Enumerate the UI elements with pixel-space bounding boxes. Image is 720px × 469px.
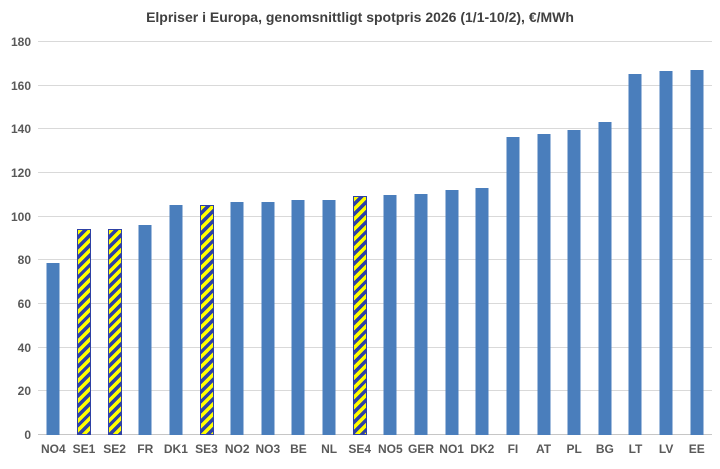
bar-FR <box>138 225 152 435</box>
x-tick-label: FR <box>137 442 154 456</box>
bar-slot: NO4 <box>38 42 69 456</box>
x-tick-label: NO1 <box>439 442 464 456</box>
y-tick-label: 80 <box>17 253 31 268</box>
gridline <box>38 41 712 42</box>
bar-NL <box>322 200 336 435</box>
x-tick-label: FI <box>507 442 519 456</box>
bar-NO3 <box>261 202 275 435</box>
bar-FI <box>506 136 520 435</box>
x-tick-label: GER <box>407 442 435 456</box>
bar-slot: BG <box>590 42 621 456</box>
gridline <box>38 303 712 305</box>
y-tick-label: 0 <box>24 428 31 442</box>
bar-slot: DK2 <box>467 42 498 456</box>
bar-slot: NL <box>314 42 345 456</box>
gridline <box>38 84 712 86</box>
bar-slot: SE3 <box>191 42 222 456</box>
plot-area: NO4 SE1 SE2 FR DK1 SE3 NO2 NO3 BE NL SE4 NO5 GER NO1 D… <box>38 41 712 456</box>
x-tick-label: BE <box>290 442 307 456</box>
y-tick-label: 20 <box>17 384 31 399</box>
bar-EE <box>690 70 704 435</box>
bar-SE4 <box>352 195 367 435</box>
x-tick-label: SE4 <box>348 442 372 456</box>
x-tick-label: NL <box>321 442 338 456</box>
y-tick-label: 100 <box>10 209 31 224</box>
gridline <box>38 172 712 174</box>
bar-NO1 <box>445 190 459 435</box>
x-tick-label: LT <box>628 442 643 456</box>
x-tick-label: AT <box>536 442 552 456</box>
gridline <box>38 346 712 348</box>
x-tick-label: NO2 <box>224 442 250 456</box>
y-tick-label: 120 <box>10 166 31 180</box>
y-tick-label: 180 <box>10 35 31 49</box>
bar-DK1 <box>169 204 183 435</box>
gridline <box>38 128 712 130</box>
bar-SE1 <box>76 228 91 435</box>
y-tick-label: 160 <box>10 78 31 93</box>
bar-AT <box>537 133 551 435</box>
bar-LV <box>659 71 673 435</box>
x-tick-label: SE3 <box>195 442 218 456</box>
y-tick-label: 40 <box>17 340 31 355</box>
bar-slot: NO3 <box>252 42 283 456</box>
bar-NO4 <box>46 262 60 435</box>
bar-slot: NO1 <box>436 42 467 456</box>
gridline <box>38 215 712 217</box>
x-tick-label: LV <box>658 442 674 456</box>
bar-DK2 <box>475 188 489 435</box>
bar-LT <box>628 73 642 435</box>
bar-NO5 <box>383 194 397 435</box>
gridline <box>38 390 712 392</box>
gridline <box>38 259 712 261</box>
bar-NO2 <box>230 202 244 435</box>
y-tick-label: 140 <box>10 122 31 137</box>
bar-slot: LV <box>651 42 682 456</box>
bar-slot: NO2 <box>222 42 253 456</box>
bar-SE2 <box>107 228 122 435</box>
bar-BE <box>291 200 305 435</box>
bar-slot: GER <box>406 42 437 456</box>
bar-slot: SE1 <box>69 42 100 456</box>
bar-slot: LT <box>620 42 651 456</box>
x-tick-label: BG <box>595 442 614 456</box>
bar-slot: EE <box>681 42 712 456</box>
x-tick-label: EE <box>688 442 705 456</box>
bar-slot: PL <box>559 42 590 456</box>
bar-slot: FR <box>130 42 161 456</box>
x-tick-label: NO5 <box>378 442 403 456</box>
bar-slot: DK1 <box>161 42 192 456</box>
chart-title: Elpriser i Europa, genomsnittligt spotpr… <box>146 9 574 25</box>
bar-BG <box>598 121 612 435</box>
bar-slot: NO5 <box>375 42 406 456</box>
x-axis-line <box>38 434 712 435</box>
bar-GER <box>414 193 428 435</box>
x-tick-label: NO4 <box>40 442 66 456</box>
x-tick-label: DK1 <box>163 442 188 456</box>
y-tick-label: 60 <box>17 297 31 311</box>
x-tick-label: SE2 <box>103 442 126 456</box>
bar-slot: FI <box>498 42 529 456</box>
bar-slot: SE2 <box>99 42 130 456</box>
bar-slot: SE4 <box>344 42 375 456</box>
x-tick-label: SE1 <box>72 442 96 456</box>
x-tick-label: DK2 <box>470 442 495 456</box>
bar-SE3 <box>199 204 214 435</box>
bar-series: NO4 SE1 SE2 FR DK1 SE3 NO2 NO3 BE NL SE4 NO5 GER NO1 D… <box>38 42 712 456</box>
x-tick-label: PL <box>566 442 582 456</box>
x-tick-label: NO3 <box>255 442 281 456</box>
bar-slot: AT <box>528 42 559 456</box>
bar-slot: BE <box>283 42 314 456</box>
bar-PL <box>567 130 581 435</box>
